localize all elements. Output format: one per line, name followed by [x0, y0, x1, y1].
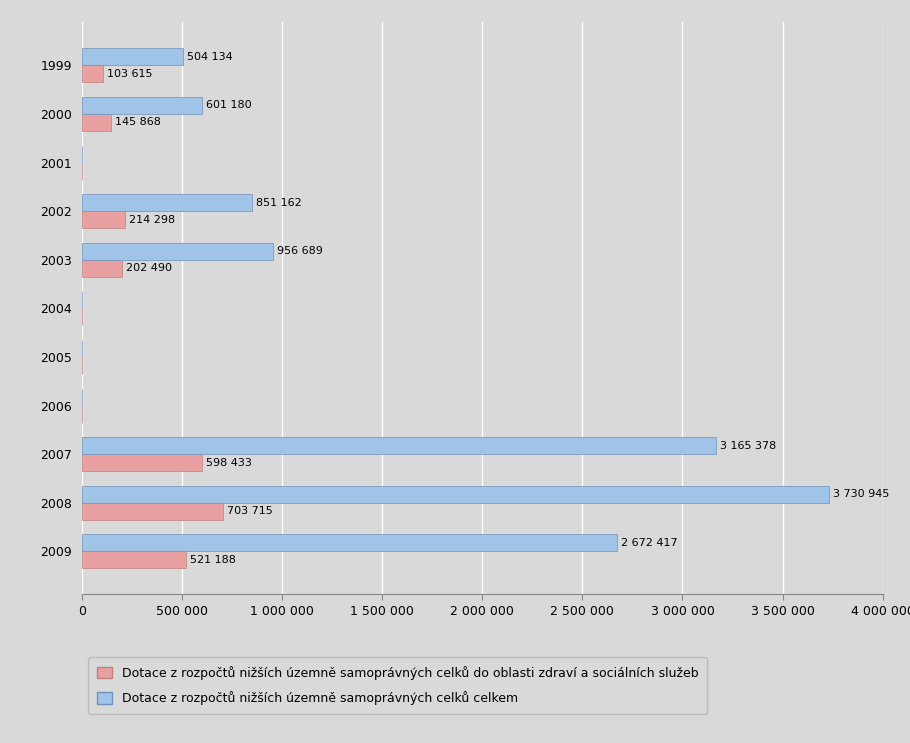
Text: 3 730 945: 3 730 945	[833, 490, 889, 499]
Bar	[82, 503, 223, 520]
Bar	[82, 260, 123, 276]
Bar	[82, 243, 273, 260]
Text: 601 180: 601 180	[207, 100, 252, 111]
Text: 956 689: 956 689	[278, 246, 323, 256]
Text: 851 162: 851 162	[257, 198, 302, 207]
Text: 3 165 378: 3 165 378	[720, 441, 776, 451]
Text: 598 433: 598 433	[206, 458, 251, 467]
Bar	[82, 534, 617, 551]
Text: 214 298: 214 298	[129, 215, 175, 224]
Bar	[82, 437, 715, 454]
Text: 2 672 417: 2 672 417	[621, 538, 678, 548]
Bar	[82, 486, 829, 503]
Bar	[82, 97, 202, 114]
Text: 703 715: 703 715	[227, 506, 272, 516]
Bar	[82, 551, 187, 568]
Bar	[82, 114, 111, 131]
Bar	[82, 194, 252, 211]
Bar	[82, 454, 202, 471]
Text: 145 868: 145 868	[115, 117, 161, 127]
Text: 521 188: 521 188	[190, 555, 236, 565]
Text: 103 615: 103 615	[106, 69, 152, 79]
Text: 202 490: 202 490	[126, 263, 172, 273]
Bar	[82, 65, 103, 82]
Legend: Dotace z rozpočtů nižších územně samoprávných celků do oblasti zdraví a sociální: Dotace z rozpočtů nižších územně samoprá…	[88, 658, 707, 714]
Bar	[82, 211, 125, 228]
Bar	[82, 48, 183, 65]
Text: 504 134: 504 134	[187, 52, 233, 62]
